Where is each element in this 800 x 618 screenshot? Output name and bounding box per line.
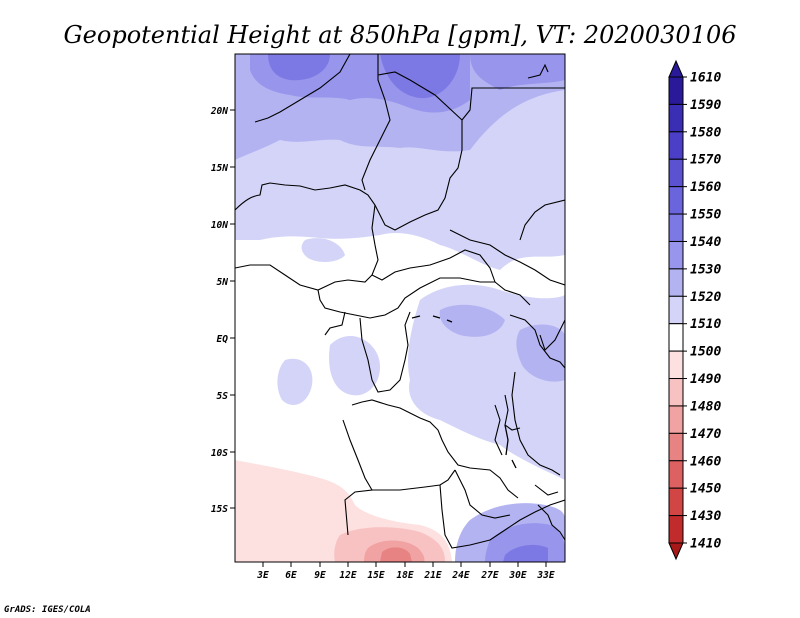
colorbar-swatch	[668, 350, 684, 380]
lon-label: 24E	[451, 570, 469, 581]
colorbar-swatch	[668, 515, 684, 544]
lon-label: 12E	[339, 570, 356, 581]
colorbar-swatch	[668, 186, 684, 215]
colorbar-swatch	[668, 295, 684, 325]
colorbar-swatch	[668, 487, 684, 517]
colorbar-label: 1610	[690, 71, 721, 86]
colorbar-label: 1520	[690, 290, 721, 305]
colorbar-swatch	[668, 378, 684, 407]
lon-label: 6E	[285, 570, 297, 581]
colorbar-label: 1490	[690, 372, 721, 387]
colorbar-label: 1590	[690, 98, 721, 113]
colorbar-label: 1580	[690, 125, 721, 140]
colorbar-label: 1430	[690, 509, 721, 524]
colorbar-swatch	[668, 213, 684, 242]
colorbar-label: 1480	[690, 399, 721, 414]
colorbar-label: 1470	[690, 427, 721, 442]
colorbar: 1610 1590 1580 1570 1560 1550 1540 1530 1520 1510…	[668, 59, 721, 561]
lat-label: 10S	[211, 448, 228, 459]
credit-label: GrADS: IGES/COLA	[4, 605, 91, 615]
colorbar-label: 1530	[690, 262, 721, 277]
lat-label: 5N	[217, 277, 229, 288]
lat-label: EQ	[217, 334, 229, 345]
lon-label: 18E	[396, 570, 413, 581]
colorbar-swatch	[668, 405, 684, 434]
lon-axis: 3E 6E 9E 12E 15E 18E 21E 24E 27E 30E 33E	[256, 562, 555, 581]
lon-label: 9E	[314, 570, 326, 581]
colorbar-arrow-bottom	[668, 542, 684, 561]
colorbar-label: 1550	[690, 208, 721, 223]
colorbar-label: 1410	[690, 537, 721, 552]
height-field	[235, 54, 565, 562]
lat-label: 20N	[210, 106, 228, 117]
colorbar-swatch	[668, 268, 684, 297]
colorbar-label: 1500	[690, 345, 721, 360]
colorbar-swatch	[668, 76, 684, 105]
lat-label: 5S	[217, 391, 229, 402]
lon-label: 21E	[423, 570, 441, 581]
lakes	[411, 315, 517, 469]
colorbar-swatch	[668, 240, 684, 270]
colorbar-label: 1560	[690, 180, 721, 195]
colorbar-swatch	[668, 460, 684, 489]
lat-axis: 20N 15N 10N 5N EQ 5S 10S 15S	[210, 106, 235, 515]
colorbar-label: 1450	[690, 482, 721, 497]
map-title: Geopotential Height at 850hPa [gpm], VT:…	[64, 21, 737, 49]
lon-label: 30E	[508, 570, 526, 581]
lon-label: 27E	[480, 570, 498, 581]
lon-label: 15E	[367, 570, 384, 581]
colorbar-swatch	[668, 158, 684, 188]
lat-label: 10N	[211, 220, 228, 231]
map-panel	[234, 53, 566, 563]
map-frame	[234, 53, 566, 563]
colorbar-label: 1460	[690, 454, 721, 469]
colorbar-label: 1510	[690, 317, 721, 332]
colorbar-swatch	[668, 323, 684, 352]
colorbar-label: 1570	[690, 153, 721, 168]
country-borders	[235, 54, 565, 549]
colorbar-swatch	[668, 103, 684, 133]
colorbar-arrow-top	[668, 59, 684, 78]
lat-label: 15N	[211, 163, 228, 174]
lat-label: 15S	[211, 504, 228, 515]
colorbar-swatch	[668, 131, 684, 160]
lon-label: 3E	[256, 570, 269, 581]
lon-label: 33E	[536, 570, 554, 581]
colorbar-label: 1540	[690, 235, 721, 250]
colorbar-swatch	[668, 432, 684, 462]
